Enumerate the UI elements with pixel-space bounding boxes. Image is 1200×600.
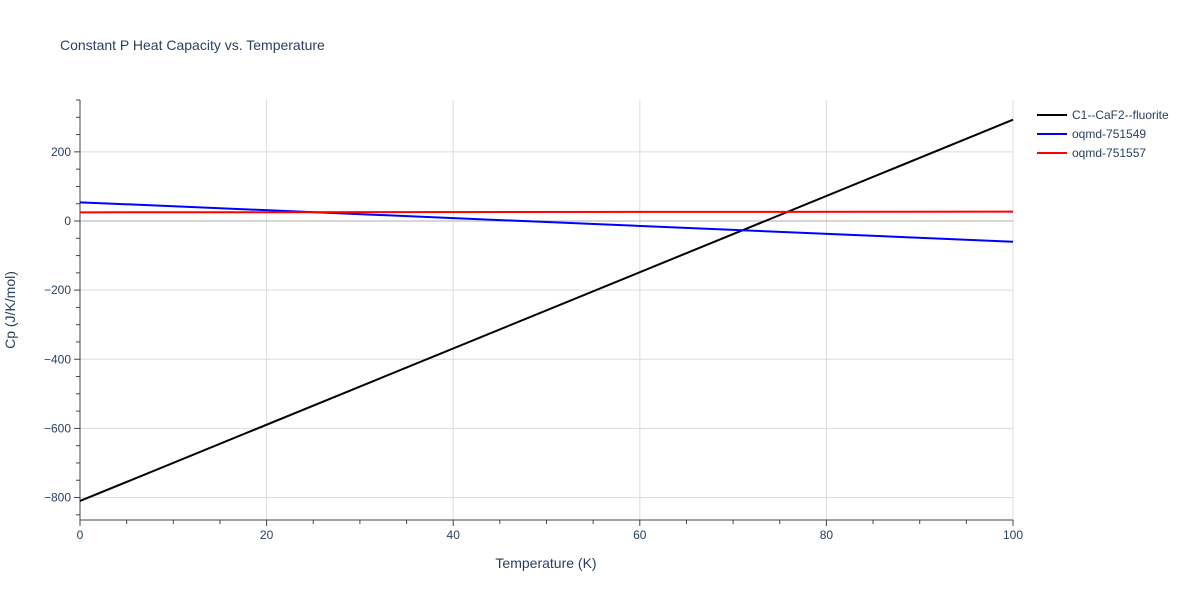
axes: 0 20 40 60 80 100 −800 −600 −400 −200 0 200 [44, 99, 1023, 542]
legend[interactable]: C1--CaF2--fluorite oqmd-751549 oqmd-751557 [1037, 108, 1169, 160]
y-tick-label: −200 [44, 283, 71, 297]
legend-label: oqmd-751549 [1072, 127, 1146, 141]
y-tick-label: 200 [51, 145, 71, 159]
legend-item[interactable]: C1--CaF2--fluorite [1037, 108, 1169, 122]
series-line [79, 201, 1014, 243]
y-tick-label: −600 [44, 421, 71, 435]
x-tick-label: 0 [77, 528, 84, 542]
legend-item[interactable]: oqmd-751557 [1037, 146, 1146, 160]
y-tick-label: −800 [44, 491, 71, 505]
series-lines [79, 118, 1014, 502]
legend-label: C1--CaF2--fluorite [1072, 108, 1169, 122]
grid [80, 100, 1014, 520]
legend-label: oqmd-751557 [1072, 146, 1146, 160]
legend-item[interactable]: oqmd-751549 [1037, 127, 1146, 141]
x-axis-title: Temperature (K) [495, 555, 596, 571]
series-line [79, 118, 1014, 502]
x-tick-label: 60 [633, 528, 647, 542]
x-tick-label: 80 [820, 528, 834, 542]
y-axis-title: Cp (J/K/mol) [2, 271, 18, 349]
chart-title: Constant P Heat Capacity vs. Temperature [60, 37, 325, 53]
y-tick-label: 0 [64, 214, 71, 228]
x-tick-label: 20 [260, 528, 274, 542]
y-tick-label: −400 [44, 352, 71, 366]
series-line [79, 210, 1014, 214]
x-tick-label: 100 [1003, 528, 1023, 542]
x-tick-label: 40 [447, 528, 461, 542]
